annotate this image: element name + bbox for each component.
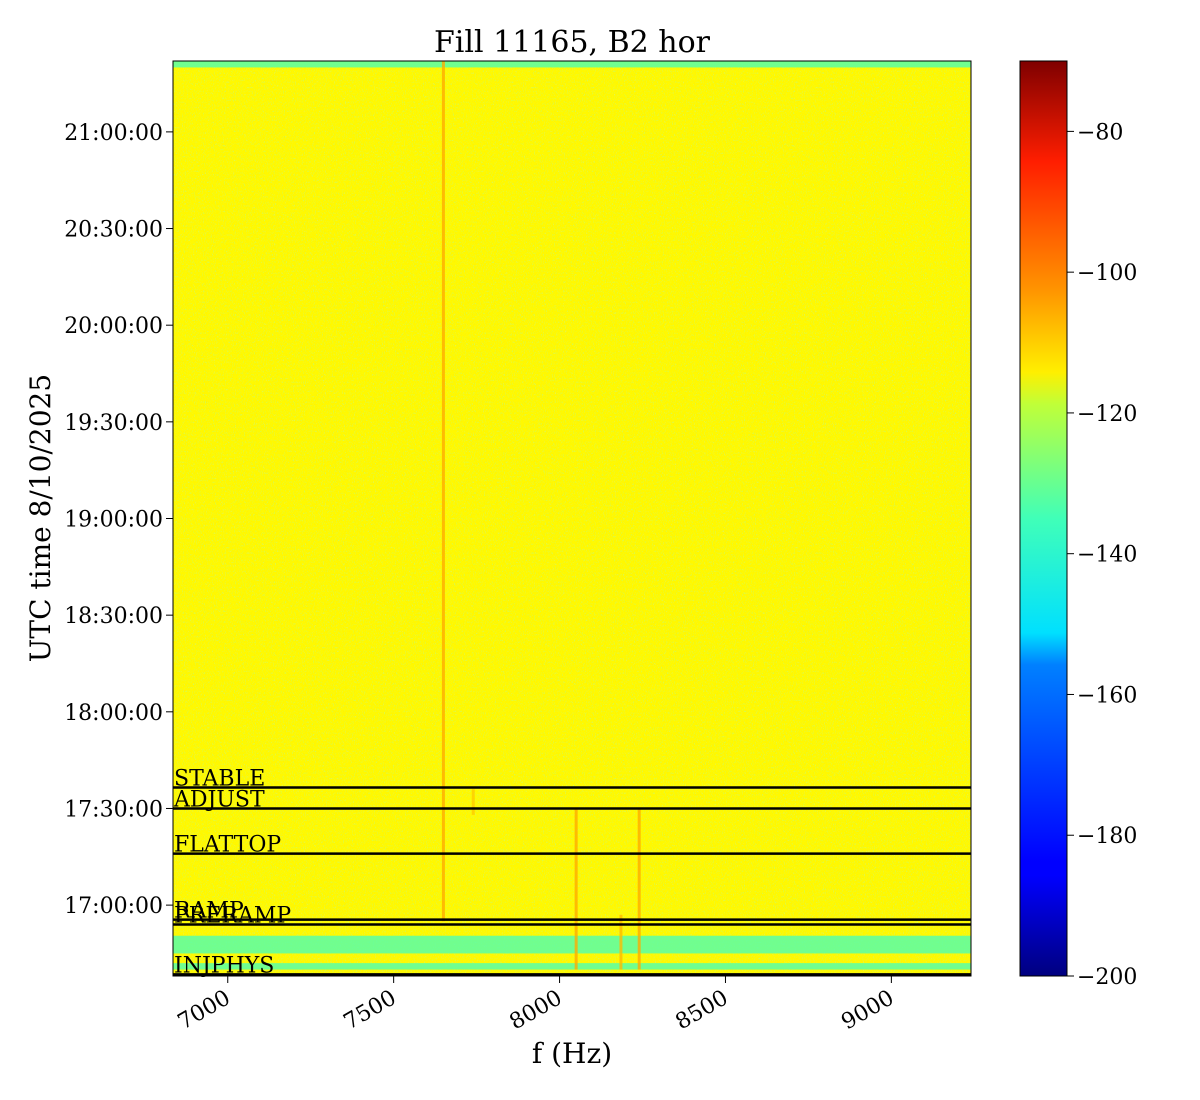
- phase-label: FLATTOP: [174, 833, 281, 858]
- x-axis-title: f (Hz): [532, 1037, 612, 1070]
- x-tick-label: 9000: [837, 986, 898, 1036]
- colorbar-gradient: [1019, 60, 1068, 977]
- low-level-bands: [173, 61, 971, 970]
- phase-label: STABLE: [174, 767, 265, 792]
- y-tick-label: 17:00:00: [64, 894, 163, 919]
- y-tick-label: 17:30:00: [64, 797, 163, 822]
- y-axis: 17:00:00 17:30:00 18:00:00 18:30:00 19:00:00…: [64, 121, 173, 919]
- colorbar-ticks: −200 −180 −160 −140 −120 −100 −80: [1067, 120, 1137, 990]
- heatmap-noise-texture: [173, 61, 971, 976]
- y-axis-title: UTC time 8/10/2025: [24, 374, 57, 662]
- y-tick-label: 20:00:00: [64, 314, 163, 339]
- spectral-line: [471, 789, 475, 815]
- spectral-line: [619, 914, 623, 970]
- spectral-line: [574, 808, 578, 970]
- y-tick-label: 18:30:00: [64, 604, 163, 629]
- colorbar-tick-label: −120: [1077, 402, 1137, 427]
- colorbar: −200 −180 −160 −140 −120 −100 −80: [1019, 60, 1137, 990]
- colorbar-tick-label: −140: [1077, 543, 1137, 568]
- colorbar-tick-label: −200: [1077, 965, 1137, 990]
- low-level-band: [173, 61, 971, 68]
- colorbar-tick-label: −160: [1077, 683, 1137, 708]
- colorbar-tick-label: −100: [1077, 261, 1137, 286]
- phase-label: RAMP: [174, 899, 244, 924]
- chart-title: Fill 11165, B2 hor: [434, 25, 711, 60]
- y-tick-label: 19:00:00: [64, 508, 163, 533]
- x-tick-label: 7500: [340, 986, 401, 1036]
- phase-label: PRERAMP: [174, 903, 291, 928]
- low-level-band: [173, 963, 971, 970]
- y-tick-label: 18:00:00: [64, 701, 163, 726]
- low-level-band: [173, 935, 971, 954]
- spectral-line: [441, 61, 445, 922]
- y-tick-label: 19:30:00: [64, 411, 163, 436]
- x-tick-label: 8000: [506, 986, 567, 1036]
- colorbar-tick-label: −180: [1077, 824, 1137, 849]
- y-tick-label: 21:00:00: [64, 121, 163, 146]
- y-tick-label: 20:30:00: [64, 218, 163, 243]
- spectral-line: [637, 808, 641, 970]
- x-tick-label: 8500: [671, 986, 732, 1036]
- phase-label: INJPHYS: [174, 953, 274, 978]
- x-tick-label: 7000: [174, 986, 235, 1036]
- spectral-lines: [441, 61, 641, 970]
- phase-label: ADJUST: [173, 787, 265, 812]
- colorbar-tick-label: −80: [1077, 120, 1123, 145]
- x-axis: 7000 7500 8000 8500 9000: [174, 976, 898, 1036]
